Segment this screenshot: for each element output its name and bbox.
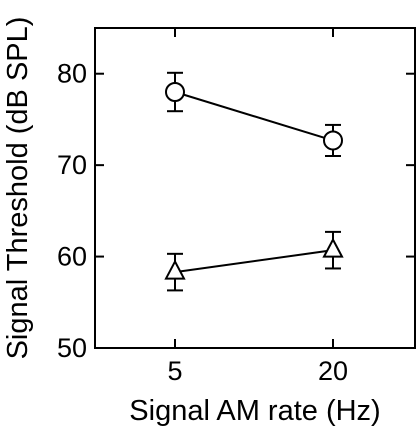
- series-line: [174, 91, 334, 142]
- data-point-triangle: [164, 259, 186, 280]
- series-line: [174, 249, 334, 274]
- series-triangle: [164, 230, 344, 292]
- x-axis-ticks: 5 20: [167, 28, 348, 386]
- x-tick-label: 20: [318, 356, 348, 386]
- plot-frame: [94, 27, 416, 349]
- series-layer: [164, 71, 344, 292]
- data-point-triangle: [322, 237, 344, 258]
- data-point-circle: [323, 130, 343, 151]
- y-tick-label: 50: [57, 333, 87, 363]
- series-circle: [165, 71, 343, 157]
- x-tick-label: 5: [167, 356, 182, 386]
- y-tick-label: 80: [57, 59, 87, 89]
- y-axis-ticks: 50 60 70 80: [57, 59, 415, 363]
- data-point-circle: [165, 82, 185, 102]
- y-tick-label: 70: [57, 150, 87, 180]
- x-axis-label: Signal AM rate (Hz): [129, 395, 380, 427]
- y-tick-label: 60: [57, 242, 87, 272]
- y-axis-label: Signal Threshold (dB SPL): [2, 17, 34, 360]
